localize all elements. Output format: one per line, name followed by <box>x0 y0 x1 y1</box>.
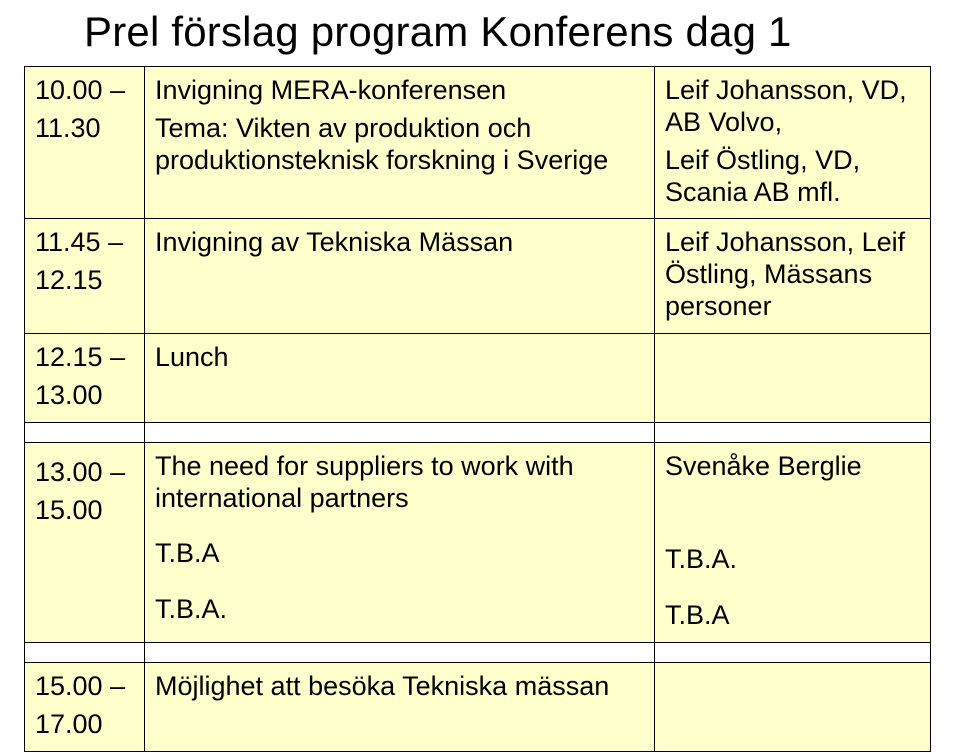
text: 12.15 – <box>35 342 134 374</box>
text: 15.00 <box>35 495 134 527</box>
text: 15.00 – <box>35 671 134 703</box>
text: 12.15 <box>35 265 134 297</box>
text: 11.45 – <box>35 227 134 259</box>
text: Leif Johansson, VD, AB Volvo, <box>665 75 920 139</box>
table-row: 12.15 – 13.00 Lunch <box>25 334 931 423</box>
text: Möjlighet att besöka Tekniska mässan <box>155 671 644 703</box>
text: Svenåke Berglie <box>665 451 920 483</box>
cell-time: 10.00 – 11.30 <box>25 67 145 219</box>
text: 11.30 <box>35 113 134 145</box>
cell-topic: Invigning MERA-konferensen Tema: Vikten … <box>145 67 655 219</box>
table-row-spacer <box>25 643 931 663</box>
text: 13.00 <box>35 380 134 412</box>
cell-empty <box>145 643 655 663</box>
text: T.B.A. <box>155 594 644 626</box>
cell-empty <box>655 643 931 663</box>
cell-who <box>655 663 931 752</box>
cell-topic: The need for suppliers to work with inte… <box>145 442 655 642</box>
cell-who: Leif Johansson, VD, AB Volvo, Leif Östli… <box>655 67 931 219</box>
schedule-table: 10.00 – 11.30 Invigning MERA-konferensen… <box>24 66 931 752</box>
slide-container: Prel förslag program Konferens dag 1 10.… <box>0 0 959 699</box>
text: 17.00 <box>35 709 134 741</box>
cell-empty <box>25 643 145 663</box>
cell-time: 13.00 – 15.00 <box>25 442 145 642</box>
cell-who: Leif Johansson, Leif Östling, Mässans pe… <box>655 219 931 334</box>
text: T.B.A <box>155 538 644 570</box>
cell-time: 15.00 – 17.00 <box>25 663 145 752</box>
text: Tema: Vikten av produktion och produktio… <box>155 113 644 177</box>
text: Leif Östling, VD, Scania AB mfl. <box>665 145 920 209</box>
text: The need for suppliers to work with inte… <box>155 451 644 515</box>
text: T.B.A <box>665 600 920 632</box>
text: Invigning MERA-konferensen <box>155 75 644 107</box>
page-title: Prel förslag program Konferens dag 1 <box>84 8 935 56</box>
cell-empty <box>655 422 931 442</box>
cell-empty <box>145 422 655 442</box>
text: Leif Johansson, Leif Östling, Mässans pe… <box>665 227 920 323</box>
table-row: 15.00 – 17.00 Möjlighet att besöka Tekni… <box>25 663 931 752</box>
cell-who <box>655 334 931 423</box>
table-row: 13.00 – 15.00 The need for suppliers to … <box>25 442 931 642</box>
table-row-spacer <box>25 422 931 442</box>
table-row: 11.45 – 12.15 Invigning av Tekniska Mäss… <box>25 219 931 334</box>
cell-topic: Möjlighet att besöka Tekniska mässan <box>145 663 655 752</box>
cell-time: 11.45 – 12.15 <box>25 219 145 334</box>
text: Lunch <box>155 342 644 374</box>
cell-empty <box>25 422 145 442</box>
cell-topic: Lunch <box>145 334 655 423</box>
text: T.B.A. <box>665 544 920 576</box>
text: 13.00 – <box>35 457 134 489</box>
text: Invigning av Tekniska Mässan <box>155 227 644 259</box>
text: 10.00 – <box>35 75 134 107</box>
cell-time: 12.15 – 13.00 <box>25 334 145 423</box>
cell-who: Svenåke Berglie T.B.A. T.B.A <box>655 442 931 642</box>
cell-topic: Invigning av Tekniska Mässan <box>145 219 655 334</box>
table-row: 10.00 – 11.30 Invigning MERA-konferensen… <box>25 67 931 219</box>
